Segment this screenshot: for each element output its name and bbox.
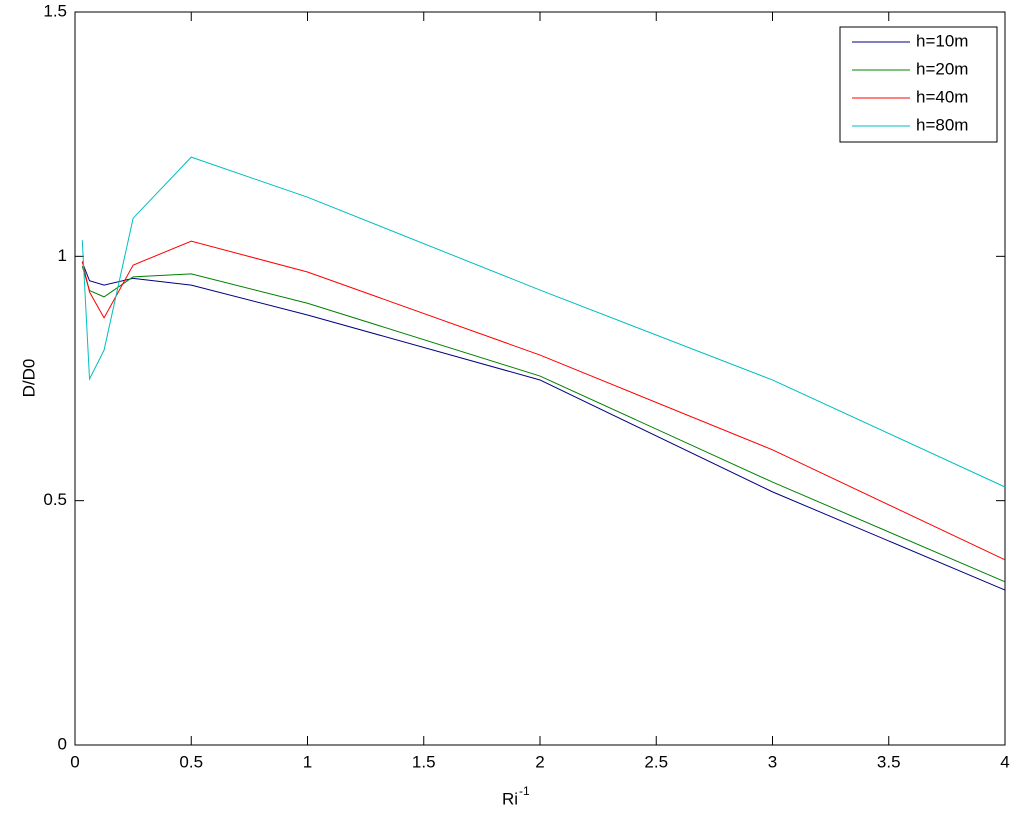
legend-label: h=20m — [916, 59, 968, 78]
x-tick-label: 0.5 — [179, 752, 203, 771]
x-tick-label: 2.5 — [644, 752, 668, 771]
data-line — [81, 156, 1006, 488]
data-line — [81, 240, 1006, 561]
legend-label: h=40m — [916, 87, 968, 106]
legend-label: h=10m — [916, 31, 968, 50]
y-tick-label: 0 — [58, 734, 67, 753]
x-axis-label-superscript: -1 — [519, 784, 530, 798]
y-tick-label: 1.5 — [43, 1, 67, 20]
data-line — [81, 265, 1006, 583]
y-tick-label: 1 — [58, 246, 67, 265]
y-axis-label: D/D0 — [19, 359, 38, 398]
x-tick-label: 4 — [1000, 752, 1009, 771]
x-tick-label: 2 — [535, 752, 544, 771]
y-tick-label: 0.5 — [43, 490, 67, 509]
legend-box — [839, 26, 998, 143]
legend-label: h=80m — [916, 115, 968, 134]
x-tick-label: 1.5 — [412, 752, 436, 771]
x-axis-label: Ri — [502, 789, 518, 808]
data-line — [81, 262, 1006, 591]
x-tick-label: 0 — [70, 752, 79, 771]
x-tick-label: 3.5 — [877, 752, 901, 771]
x-tick-label: 3 — [768, 752, 777, 771]
x-tick-label: 1 — [303, 752, 312, 771]
